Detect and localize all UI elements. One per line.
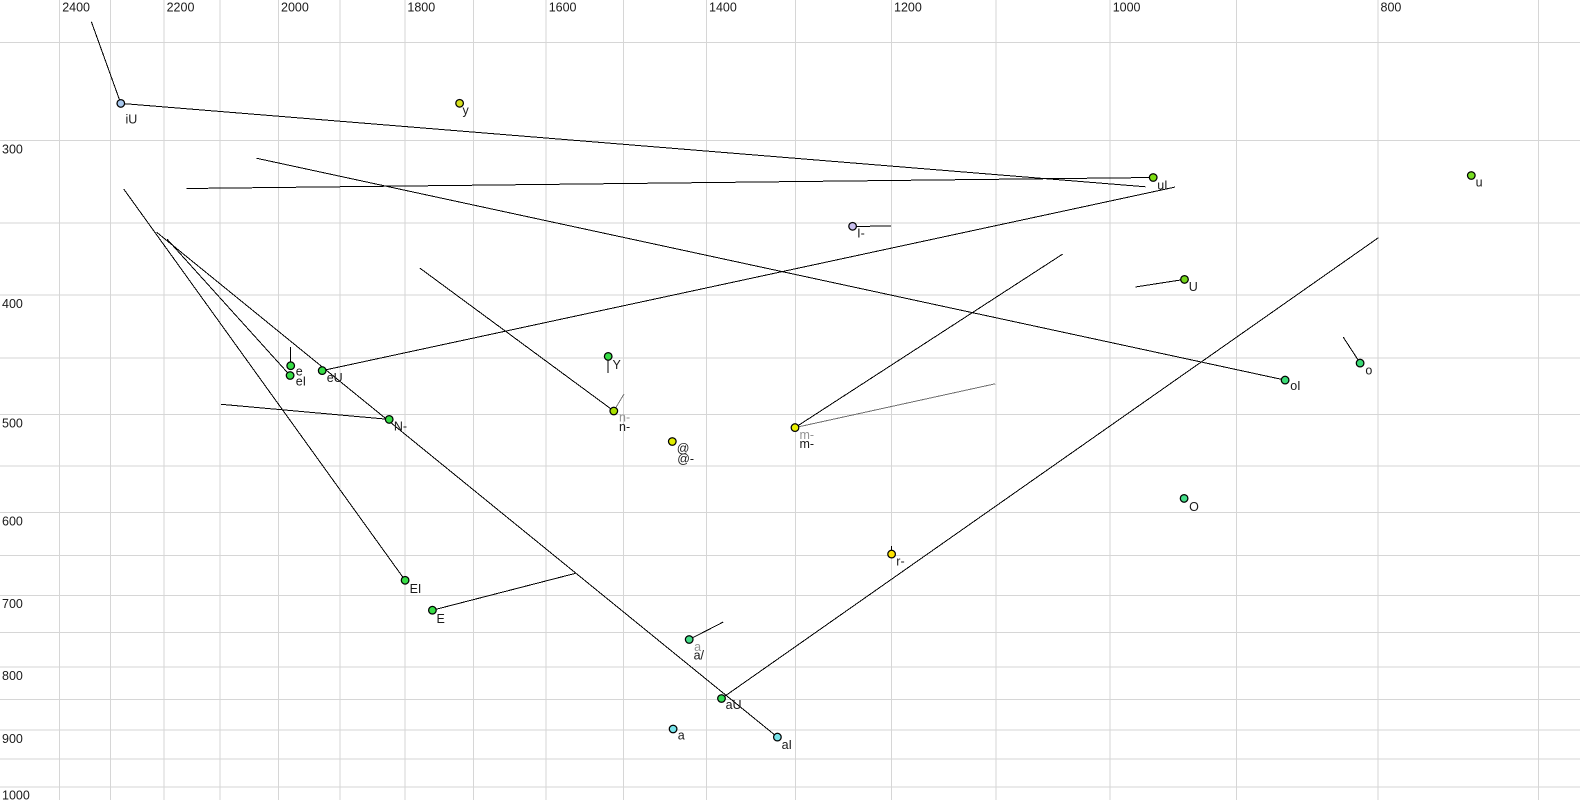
svg-text:400: 400 (2, 297, 23, 311)
svg-text:O: O (1189, 500, 1199, 514)
svg-text:I-: I- (857, 227, 865, 241)
svg-text:E: E (437, 612, 445, 626)
svg-text:m-: m- (800, 437, 815, 451)
svg-text:o: o (1365, 363, 1372, 377)
svg-text:N-: N- (394, 420, 407, 434)
svg-text:r-: r- (896, 554, 904, 568)
svg-text:1200: 1200 (894, 1, 922, 15)
svg-text:e: e (296, 365, 303, 379)
svg-text:1600: 1600 (549, 1, 577, 15)
svg-text:1800: 1800 (407, 1, 435, 15)
svg-text:iU: iU (126, 112, 138, 126)
svg-text:n-: n- (619, 420, 630, 434)
svg-text:@-: @- (677, 452, 694, 466)
svg-text:300: 300 (2, 142, 23, 156)
svg-text:eI: eI (296, 374, 306, 388)
svg-text:1000: 1000 (1113, 1, 1141, 15)
svg-text:2000: 2000 (281, 1, 309, 15)
svg-text:eU: eU (327, 371, 343, 385)
svg-text:aI: aI (782, 738, 792, 752)
svg-text:EI: EI (410, 582, 422, 596)
svg-text:y: y (463, 104, 470, 118)
svg-text:uI: uI (1157, 178, 1167, 192)
svg-text:a/: a/ (694, 648, 705, 662)
svg-text:u: u (1476, 175, 1483, 189)
svg-text:900: 900 (2, 732, 23, 746)
svg-text:1400: 1400 (709, 1, 737, 15)
svg-text:600: 600 (2, 515, 23, 529)
svg-text:500: 500 (2, 417, 23, 431)
svg-text:U: U (1189, 280, 1198, 294)
svg-text:2400: 2400 (62, 1, 90, 15)
svg-text:n-: n- (619, 411, 630, 425)
svg-text:a: a (694, 640, 701, 654)
svg-text:Y: Y (613, 358, 622, 372)
svg-text:800: 800 (1381, 1, 1402, 15)
svg-text:800: 800 (2, 669, 23, 683)
svg-text:@: @ (677, 442, 690, 456)
svg-text:aU: aU (726, 698, 742, 712)
svg-text:a: a (678, 729, 685, 743)
svg-text:1000: 1000 (2, 789, 30, 800)
svg-text:m-: m- (800, 428, 815, 442)
svg-text:2200: 2200 (167, 1, 195, 15)
svg-text:700: 700 (2, 597, 23, 611)
svg-text:oI: oI (1290, 379, 1300, 393)
